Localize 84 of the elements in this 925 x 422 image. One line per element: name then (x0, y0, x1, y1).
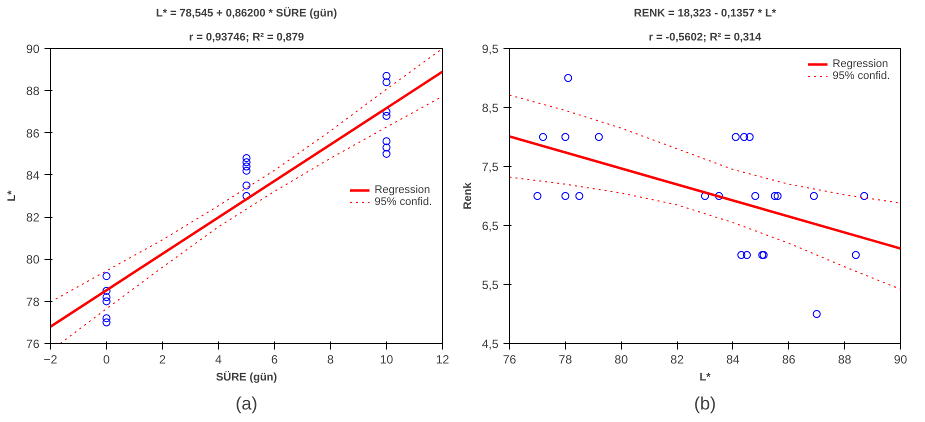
legend-label: Regression (374, 184, 430, 196)
point (714, 192, 723, 200)
point (102, 297, 110, 306)
x-tick-label: 2 (159, 352, 166, 366)
point (740, 133, 748, 141)
point (564, 74, 572, 82)
point (102, 318, 110, 326)
x-tick-label: −2 (44, 352, 58, 366)
point (382, 78, 390, 86)
y-tick-label: 6,5 (482, 219, 499, 233)
y-tick-label: 82 (26, 210, 40, 225)
y-axis-title: Renk (462, 182, 474, 210)
chart-title: RENK = 18,323 - 0,1357 * L* (634, 8, 777, 20)
x-tick-label: 12 (436, 352, 450, 366)
x-axis-title: SÜRE (gün) (216, 370, 278, 384)
chart-subtitle: r = -0,5602; R² = 0,314 (648, 32, 762, 44)
x-tick-label: 78 (558, 352, 572, 366)
text: (b) (694, 394, 716, 414)
x-tick-label: 10 (380, 352, 394, 366)
point (102, 272, 110, 280)
x-tick-label: 84 (726, 352, 740, 366)
point (533, 192, 542, 200)
point (382, 137, 390, 146)
point (242, 158, 250, 166)
x-axis-title: L* (700, 372, 712, 384)
point (102, 293, 110, 302)
y-tick-label: 80 (26, 252, 40, 267)
point (812, 310, 821, 318)
point (382, 144, 390, 152)
text: (a) (236, 394, 258, 414)
point (852, 251, 860, 259)
point (594, 133, 603, 141)
y-tick-label: 90 (26, 42, 40, 56)
point (382, 150, 390, 158)
y-tick-label: 4,5 (482, 337, 499, 351)
point (242, 162, 250, 170)
point (102, 286, 110, 295)
point (575, 192, 584, 200)
point (539, 133, 548, 141)
point (561, 133, 570, 141)
point (751, 192, 760, 200)
y-tick-label: 9,5 (482, 42, 499, 56)
x-tick-label: 86 (782, 352, 796, 366)
y-tick-label: 88 (26, 84, 40, 98)
line-series (50, 48, 442, 302)
point (561, 192, 570, 200)
point (810, 192, 818, 200)
line-series (510, 94, 900, 204)
x-tick-label: 90 (894, 352, 908, 366)
x-tick-label: 76 (502, 352, 516, 366)
y-tick-label: 86 (26, 126, 40, 140)
y-tick-label: 76 (26, 337, 40, 351)
legend-label: 95% confid. (832, 70, 890, 82)
point (742, 251, 751, 259)
point (382, 112, 390, 120)
legend-label: Regression (832, 58, 888, 70)
x-tick-label: 82 (670, 352, 684, 366)
line-series (510, 176, 900, 290)
point (746, 133, 754, 141)
x-tick-label: 88 (838, 352, 852, 366)
point (102, 314, 110, 322)
y-tick-label: 78 (26, 294, 40, 309)
y-tick-label: 8,5 (482, 101, 499, 115)
x-tick-label: 80 (614, 352, 628, 366)
y-tick-label: 5,5 (482, 278, 499, 292)
point (242, 166, 250, 175)
chart-subtitle: r = 0,93746; R² = 0,879 (189, 32, 304, 44)
y-tick-label: 84 (26, 168, 40, 182)
legend-label: 95% confid. (374, 196, 432, 208)
y-tick-label: 7,5 (482, 160, 499, 174)
y-axis-title: L* (6, 190, 18, 202)
point (770, 192, 779, 200)
point (774, 192, 782, 200)
chart-title: L* = 78,545 + 0,86200 * SÜRE (gün) (156, 6, 338, 20)
x-tick-label: 0 (103, 352, 110, 366)
point (737, 251, 746, 259)
point (242, 154, 250, 162)
point (382, 72, 390, 80)
x-tick-label: 6 (271, 352, 278, 366)
x-tick-label: 4 (215, 352, 222, 366)
point (860, 192, 868, 200)
point (242, 181, 250, 190)
x-tick-label: 8 (327, 352, 334, 366)
point (732, 133, 740, 141)
